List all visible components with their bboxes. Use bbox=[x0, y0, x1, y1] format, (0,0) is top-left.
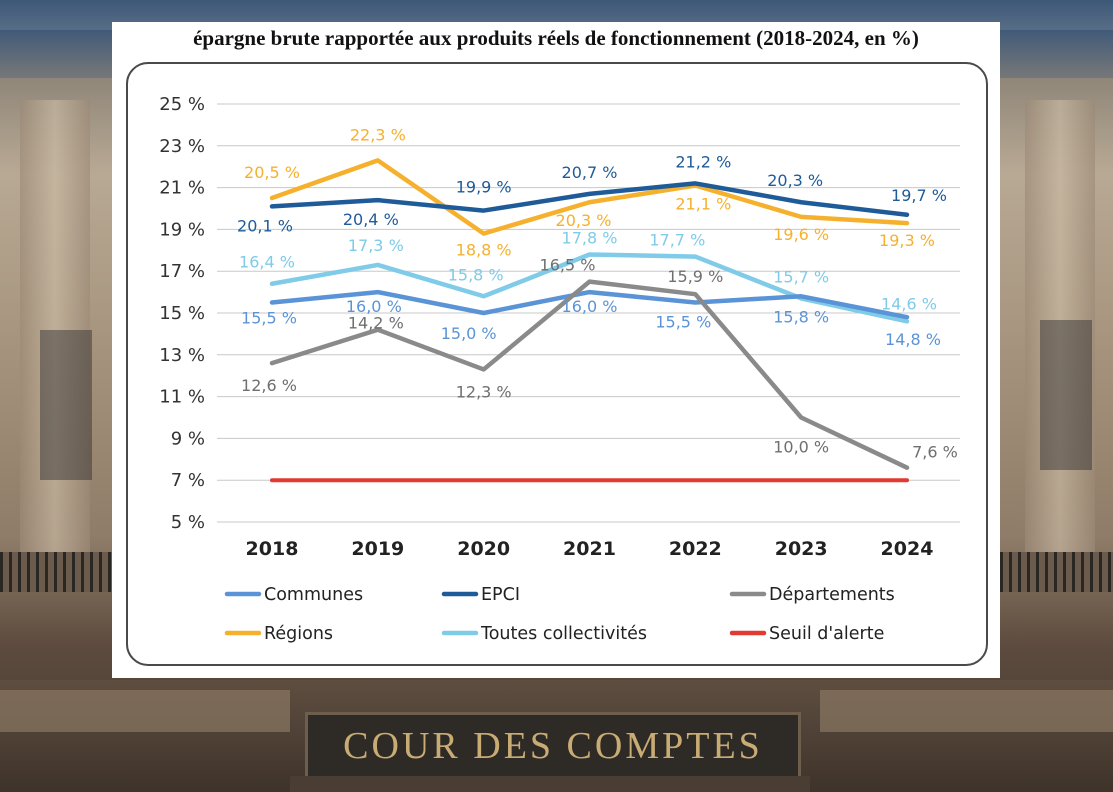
data-label: 20,1 % bbox=[237, 216, 293, 235]
data-label: 20,7 % bbox=[562, 163, 618, 182]
legend-label: Toutes collectivités bbox=[480, 624, 647, 644]
y-tick-label: 13 % bbox=[159, 345, 205, 366]
data-label: 20,3 % bbox=[767, 171, 823, 190]
data-label: 18,8 % bbox=[456, 241, 512, 260]
background-balcony bbox=[0, 552, 130, 592]
y-tick-label: 9 % bbox=[171, 428, 205, 449]
data-label: 15,8 % bbox=[448, 265, 504, 284]
data-label: 7,6 % bbox=[912, 443, 958, 462]
x-tick-label: 2023 bbox=[775, 538, 828, 560]
background-balcony bbox=[1000, 552, 1113, 592]
y-tick-label: 5 % bbox=[171, 512, 205, 533]
cour-des-comptes-plaque: COUR DES COMPTES bbox=[305, 712, 801, 780]
data-label: 14,2 % bbox=[348, 314, 404, 333]
data-label: 15,7 % bbox=[773, 267, 829, 286]
legend-label: EPCI bbox=[481, 585, 520, 605]
data-label: 15,8 % bbox=[773, 307, 829, 326]
series-line-r-gions bbox=[269, 158, 910, 236]
data-label: 16,0 % bbox=[562, 297, 618, 316]
data-label: 21,1 % bbox=[675, 195, 731, 214]
x-tick-label: 2021 bbox=[563, 538, 616, 560]
x-tick-label: 2020 bbox=[457, 538, 510, 560]
x-tick-label: 2024 bbox=[881, 538, 934, 560]
data-label: 12,3 % bbox=[456, 382, 512, 401]
y-tick-label: 15 % bbox=[159, 303, 205, 324]
y-tick-label: 25 % bbox=[159, 94, 205, 115]
y-tick-label: 21 % bbox=[159, 178, 205, 199]
background-cornice bbox=[820, 690, 1113, 732]
data-label: 15,5 % bbox=[655, 313, 711, 332]
data-label: 20,3 % bbox=[556, 211, 612, 230]
data-label: 22,3 % bbox=[350, 125, 406, 144]
data-label: 17,3 % bbox=[348, 236, 404, 255]
data-label: 16,5 % bbox=[540, 256, 596, 275]
legend-label: Régions bbox=[264, 624, 333, 644]
data-label: 14,8 % bbox=[885, 330, 941, 349]
background-cornice bbox=[0, 690, 290, 732]
x-tick-label: 2022 bbox=[669, 538, 722, 560]
line-chart: 5 % 7 % 9 % 11 % 13 % 15 % 17 % 19 % 21 % 23 % 25 … bbox=[159, 94, 960, 644]
plaque-base bbox=[290, 776, 810, 792]
background-window bbox=[40, 330, 92, 480]
background-pillar bbox=[20, 100, 90, 570]
legend-label: Départements bbox=[769, 585, 895, 605]
data-label: 20,5 % bbox=[244, 163, 300, 182]
x-tick-label: 2019 bbox=[351, 538, 404, 560]
series-line-communes bbox=[269, 289, 910, 320]
y-tick-label: 23 % bbox=[159, 136, 205, 157]
legend-label: Seuil d'alerte bbox=[769, 624, 884, 644]
data-label: 16,4 % bbox=[239, 253, 295, 272]
data-label: 19,9 % bbox=[456, 178, 512, 197]
x-tick-label: 2018 bbox=[246, 538, 299, 560]
data-label: 14,6 % bbox=[881, 294, 937, 313]
legend-label: Communes bbox=[264, 585, 363, 605]
background-window bbox=[1040, 320, 1092, 470]
data-label: 15,9 % bbox=[667, 267, 723, 286]
y-tick-label: 11 % bbox=[159, 387, 205, 408]
data-label: 21,2 % bbox=[675, 152, 731, 171]
data-label: 20,4 % bbox=[343, 210, 399, 229]
background-pillar bbox=[1025, 100, 1095, 570]
y-tick-label: 19 % bbox=[159, 219, 205, 240]
chart-card: épargne brute rapportée aux produits rée… bbox=[112, 22, 1000, 678]
series-line-epci bbox=[269, 181, 910, 218]
data-label: 19,6 % bbox=[773, 225, 829, 244]
data-label: 16,0 % bbox=[346, 297, 402, 316]
data-label: 12,6 % bbox=[241, 376, 297, 395]
data-label: 17,7 % bbox=[649, 231, 705, 250]
data-label: 15,0 % bbox=[441, 324, 497, 343]
data-label: 17,8 % bbox=[562, 228, 618, 247]
series-line-d-partements bbox=[269, 279, 910, 470]
data-label: 10,0 % bbox=[773, 438, 829, 457]
data-label: 19,3 % bbox=[879, 231, 935, 250]
y-tick-label: 17 % bbox=[159, 261, 205, 282]
data-label: 19,7 % bbox=[891, 186, 947, 205]
y-tick-label: 7 % bbox=[171, 470, 205, 491]
chart-title: épargne brute rapportée aux produits rée… bbox=[193, 26, 919, 50]
data-label: 15,5 % bbox=[241, 309, 297, 328]
chart-frame bbox=[126, 62, 988, 666]
